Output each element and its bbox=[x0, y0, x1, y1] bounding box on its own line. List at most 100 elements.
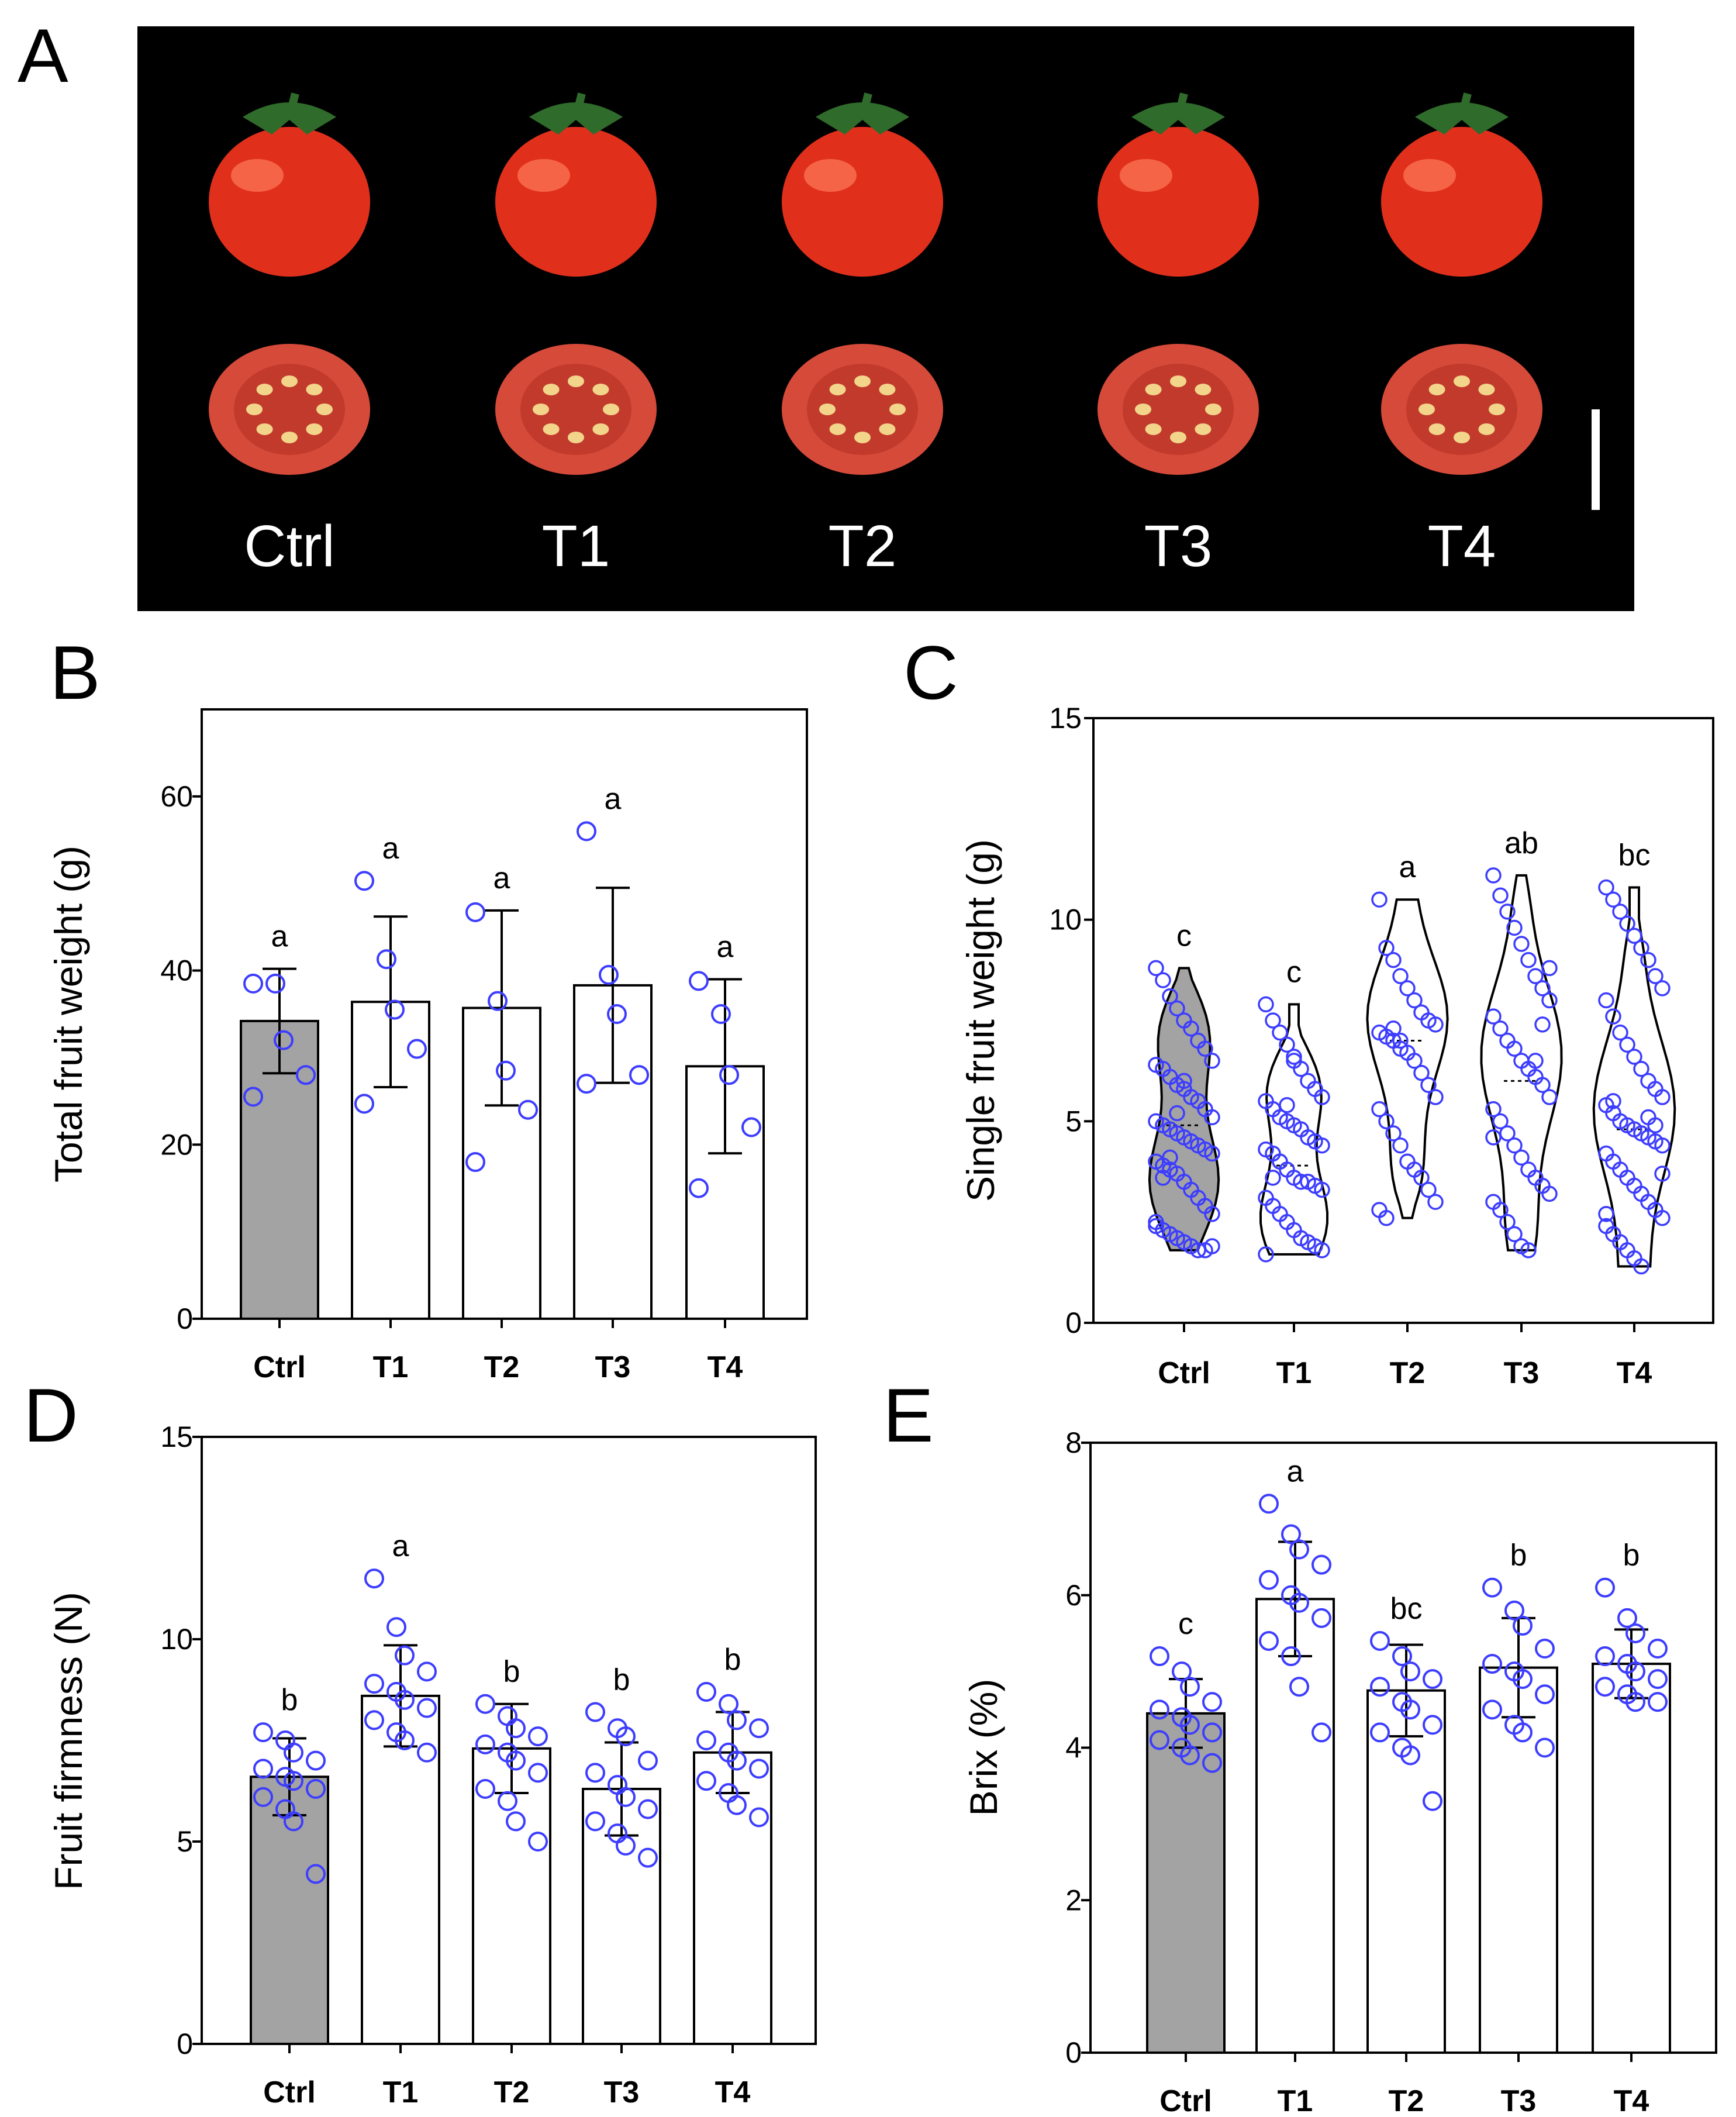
data-point bbox=[528, 1726, 548, 1747]
data-point bbox=[1259, 1494, 1279, 1514]
data-point bbox=[1513, 1615, 1533, 1636]
data-point bbox=[1423, 1715, 1442, 1735]
data-point bbox=[1406, 992, 1423, 1009]
data-point bbox=[488, 991, 508, 1011]
slice-seed bbox=[879, 423, 896, 435]
data-point bbox=[1625, 1692, 1645, 1712]
data-point bbox=[385, 999, 405, 1020]
data-point bbox=[727, 1795, 747, 1815]
data-point bbox=[616, 1726, 636, 1747]
photo-label-ctrl: Ctrl bbox=[244, 513, 335, 579]
tomato-slice-t3 bbox=[1097, 344, 1259, 475]
photo-label-t3: T3 bbox=[1144, 513, 1213, 579]
tomato-whole-t1 bbox=[495, 92, 657, 277]
tomato-whole-t2 bbox=[782, 92, 943, 277]
slice-seed bbox=[1195, 423, 1212, 435]
data-point bbox=[577, 1074, 596, 1094]
data-point bbox=[719, 1694, 738, 1714]
slice-seed bbox=[854, 375, 871, 387]
data-point bbox=[1400, 1745, 1420, 1766]
y-tick-label: 10 bbox=[160, 1623, 193, 1656]
data-point bbox=[1506, 1137, 1523, 1154]
data-point bbox=[1183, 1020, 1199, 1037]
data-point bbox=[689, 1178, 709, 1198]
slice-seed bbox=[592, 423, 609, 435]
tomato-highlight bbox=[1120, 159, 1172, 192]
data-point bbox=[1259, 1630, 1279, 1651]
panel-letter-e: E bbox=[883, 1373, 934, 1458]
y-tick-label: 15 bbox=[1049, 702, 1082, 735]
significance-letter: c bbox=[1176, 919, 1192, 953]
slice-seed bbox=[316, 404, 333, 415]
data-point bbox=[1535, 1639, 1555, 1659]
data-point bbox=[1420, 1077, 1437, 1094]
data-point bbox=[1371, 891, 1388, 908]
x-tick-label: T2 bbox=[1390, 1356, 1426, 1390]
data-point bbox=[1535, 1684, 1555, 1705]
data-point bbox=[1378, 1113, 1395, 1130]
y-tick-label: 60 bbox=[160, 780, 193, 813]
data-point bbox=[528, 1832, 548, 1851]
data-point bbox=[1513, 1669, 1533, 1690]
data-point bbox=[1197, 1040, 1213, 1057]
significance-letter: ab bbox=[1504, 826, 1538, 860]
data-point bbox=[638, 1847, 658, 1868]
tomato-row bbox=[209, 92, 1542, 277]
y-tick-label: 5 bbox=[1065, 1105, 1082, 1137]
data-point bbox=[1314, 1242, 1330, 1259]
y-tick-label: 4 bbox=[1065, 1732, 1082, 1764]
data-point bbox=[1492, 1020, 1509, 1037]
data-point bbox=[465, 1152, 485, 1173]
scale-bar bbox=[1592, 409, 1600, 510]
data-point bbox=[498, 1791, 517, 1811]
data-point bbox=[1427, 1016, 1444, 1033]
y-tick-label: 10 bbox=[1049, 904, 1082, 936]
slice-seed bbox=[592, 384, 609, 396]
data-point bbox=[689, 971, 709, 991]
data-point bbox=[607, 1004, 627, 1024]
data-point bbox=[1534, 1016, 1551, 1033]
slice-seed bbox=[246, 404, 263, 415]
data-point bbox=[1399, 980, 1416, 997]
tomato-whole-t4 bbox=[1381, 92, 1542, 277]
slice-seed bbox=[306, 384, 323, 396]
data-point bbox=[1279, 1036, 1295, 1053]
tomato-whole-ctrl bbox=[209, 92, 370, 277]
significance-letter: b bbox=[613, 1663, 630, 1697]
photo-label-t4: T4 bbox=[1428, 513, 1496, 579]
data-point bbox=[265, 973, 285, 994]
data-point bbox=[475, 1734, 495, 1754]
data-point bbox=[1314, 1089, 1330, 1105]
data-point bbox=[1180, 1715, 1200, 1735]
data-point bbox=[1654, 1089, 1671, 1105]
data-point bbox=[1541, 1089, 1558, 1105]
slice-seed bbox=[603, 404, 619, 415]
y-axis-label: Single fruit weight (g) bbox=[959, 839, 1002, 1202]
x-tick-label: T2 bbox=[1389, 2084, 1424, 2117]
data-point bbox=[1595, 1677, 1615, 1697]
data-point bbox=[1633, 1060, 1649, 1077]
slice-seed bbox=[819, 404, 836, 415]
panel-letter-a: A bbox=[18, 13, 68, 98]
slice-seed bbox=[1205, 404, 1221, 415]
data-point bbox=[417, 1742, 437, 1763]
photo-label-t2: T2 bbox=[829, 513, 897, 579]
x-tick-label: T2 bbox=[484, 1350, 520, 1384]
data-point bbox=[1162, 988, 1178, 1005]
tomato-highlight bbox=[517, 159, 570, 192]
data-point bbox=[1619, 1036, 1635, 1053]
bar bbox=[1592, 1663, 1671, 2054]
slice-seed bbox=[1135, 404, 1151, 415]
data-point bbox=[1202, 1722, 1222, 1743]
data-point bbox=[1513, 1149, 1530, 1166]
data-point bbox=[1180, 1677, 1200, 1697]
data-point bbox=[1482, 1654, 1502, 1674]
data-point bbox=[1392, 1137, 1409, 1154]
data-point bbox=[306, 1750, 326, 1771]
x-tick-label: T1 bbox=[1278, 2084, 1313, 2117]
slice-seed bbox=[1489, 404, 1505, 415]
x-tick-label: T4 bbox=[1617, 1356, 1652, 1390]
data-point bbox=[364, 1674, 384, 1694]
data-point bbox=[585, 1811, 605, 1832]
data-point bbox=[1625, 1661, 1645, 1682]
